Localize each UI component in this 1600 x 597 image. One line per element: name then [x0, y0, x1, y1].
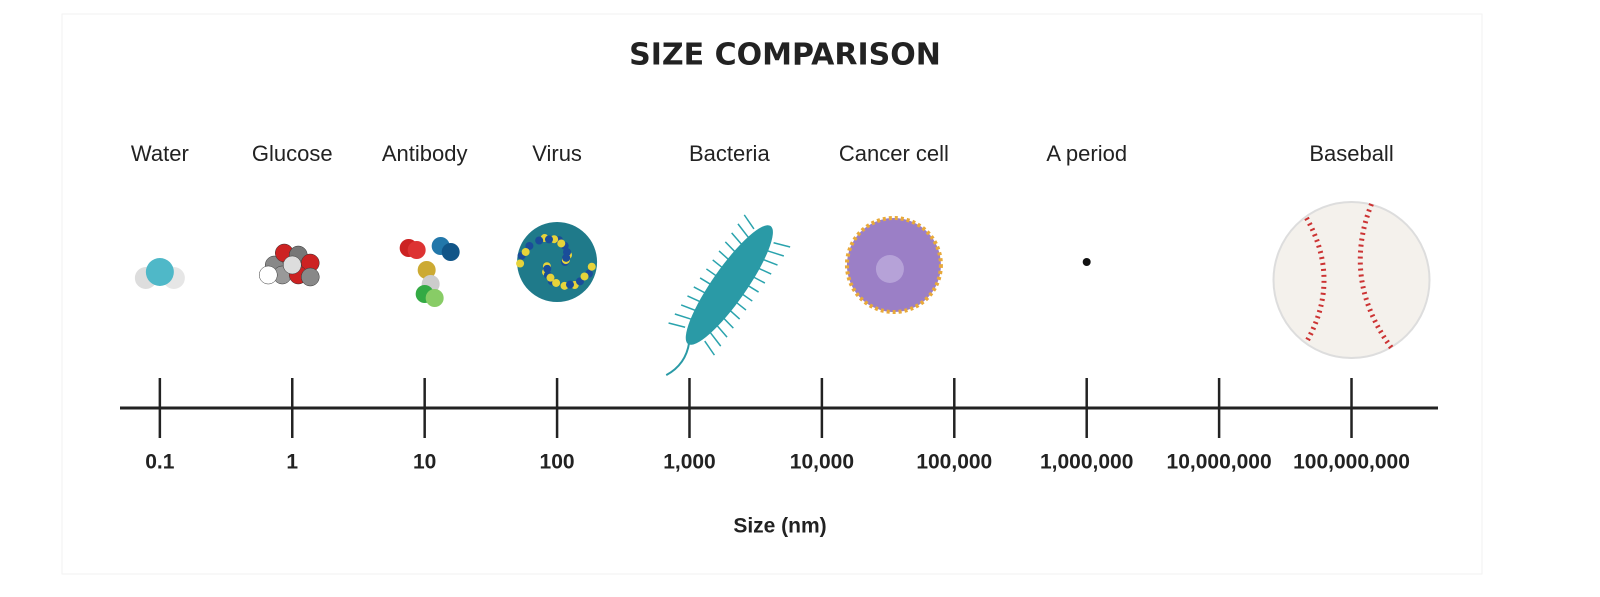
category-label: Glucose	[252, 141, 333, 166]
category-label: Virus	[532, 141, 582, 166]
spot	[525, 241, 534, 250]
x-tick-label: 1,000	[663, 451, 716, 474]
flagellum	[709, 332, 722, 347]
item-icon	[1082, 258, 1091, 266]
x-axis-label: Size (nm)	[733, 515, 826, 538]
atom	[301, 267, 320, 287]
body	[685, 225, 773, 345]
spot	[546, 273, 555, 282]
spot	[516, 259, 525, 268]
flagellum	[668, 322, 686, 328]
category-label: Water	[131, 141, 189, 166]
stitch	[1357, 203, 1394, 350]
item-icon	[516, 222, 598, 302]
flagellum	[737, 223, 749, 238]
flagellum	[704, 340, 716, 356]
x-tick-label: 100	[540, 451, 575, 474]
bacterium	[665, 214, 791, 376]
tail	[665, 342, 691, 376]
item-icon	[134, 258, 185, 289]
atom	[145, 258, 174, 286]
item-icon	[665, 214, 791, 376]
category-label: Antibody	[382, 141, 468, 166]
blob	[417, 261, 436, 279]
spot	[544, 235, 553, 244]
chart-title: SIZE COMPARISON	[629, 38, 941, 73]
spot	[521, 247, 530, 256]
flagellum	[680, 304, 697, 312]
x-tick-label: 1,000,000	[1040, 451, 1133, 474]
flagellum	[773, 242, 791, 248]
spot	[587, 262, 596, 271]
item-icon	[1272, 201, 1431, 359]
spot	[543, 264, 552, 273]
category-label: Cancer cell	[839, 141, 949, 166]
stitch	[1304, 216, 1327, 344]
ball	[1272, 201, 1431, 359]
item-icon	[259, 243, 320, 287]
category-label: Bacteria	[689, 141, 770, 166]
category-label: Baseball	[1309, 141, 1393, 166]
item-icon	[399, 237, 460, 307]
blob	[425, 289, 444, 307]
x-tick-label: 0.1	[145, 451, 175, 474]
dot	[1082, 258, 1091, 266]
flagellum	[715, 324, 728, 338]
x-tick-label: 1	[286, 451, 298, 474]
flagellum	[761, 258, 778, 266]
category-label: A period	[1046, 141, 1127, 166]
atom	[283, 255, 302, 275]
nucleus	[875, 255, 904, 283]
spot	[552, 278, 561, 287]
blob	[407, 241, 426, 259]
x-tick-label: 10	[413, 451, 436, 474]
flagellum	[743, 214, 755, 230]
x-tick-label: 10,000,000	[1167, 451, 1272, 474]
flagellum	[674, 313, 692, 320]
flagellum	[767, 250, 785, 257]
spot	[557, 239, 566, 248]
flagellum	[731, 232, 744, 246]
spot	[562, 253, 571, 262]
x-tick-label: 100,000,000	[1293, 451, 1410, 474]
item-icon	[844, 216, 943, 314]
x-tick-label: 100,000	[916, 451, 992, 474]
capsid	[517, 222, 598, 302]
panel	[61, 13, 1483, 575]
blob	[441, 243, 460, 261]
spot	[535, 236, 544, 245]
spot	[565, 280, 574, 289]
spot	[580, 272, 589, 281]
atom	[259, 265, 278, 285]
x-tick-label: 10,000	[790, 451, 854, 474]
